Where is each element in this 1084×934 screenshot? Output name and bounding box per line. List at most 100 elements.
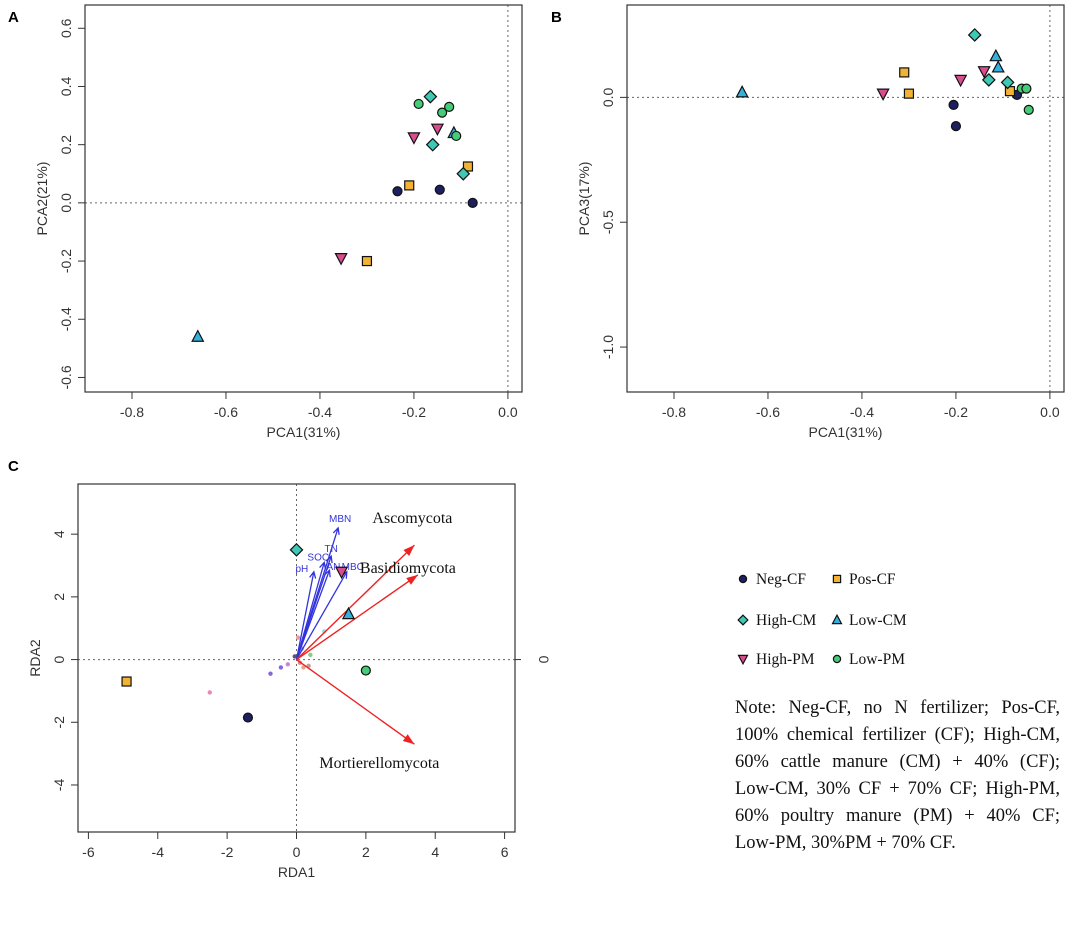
panel-label: A: [8, 9, 19, 26]
legend-label: High-PM: [756, 651, 815, 668]
y-tick-label: -0.4: [58, 307, 74, 331]
y-tick-label: 0.6: [58, 18, 74, 38]
point-neg-cf: [392, 186, 403, 197]
point-low-cm: [735, 85, 749, 98]
point-high-pm: [953, 74, 968, 88]
y-tick-label: -0.5: [600, 210, 616, 234]
point-neg-cf: [467, 197, 478, 208]
point-low-pm: [1023, 104, 1034, 115]
point-low-pm: [451, 130, 462, 142]
y-tick-label: -1.0: [600, 335, 616, 359]
point-low-cm: [341, 606, 356, 620]
env-vector-an: [295, 569, 331, 660]
point-pos-cf: [903, 88, 915, 99]
taxa-vector-head: [402, 734, 415, 745]
legend-label: Neg-CF: [756, 571, 806, 588]
env-vector-head: [319, 560, 327, 570]
taxa-vector-label: Ascomycota: [372, 510, 452, 527]
plot-frame: [84, 4, 523, 393]
env-vector-label: TN: [325, 544, 338, 555]
env-vector-head: [309, 570, 317, 579]
point-pos-cf: [121, 676, 132, 687]
figure-note: Note: Neg-CF, no N fertilizer; Pos-CF, 1…: [735, 698, 1060, 853]
point-high-pm: [407, 132, 421, 145]
x-tick-label: 0.0: [498, 404, 518, 420]
minor-point: [301, 665, 306, 670]
y-tick-label: 0.2: [58, 135, 74, 155]
point-high-pm: [977, 66, 991, 79]
point-neg-cf: [434, 184, 445, 195]
x-tick-label: -0.6: [214, 404, 238, 420]
point-high-cm: [289, 542, 304, 557]
point-neg-cf: [950, 120, 962, 132]
taxa-vector-mortierellomycota: [296, 658, 415, 745]
point-low-pm: [413, 98, 424, 110]
legend-label: Low-PM: [849, 651, 905, 668]
env-vector-head: [325, 554, 333, 564]
y-tick-label: -2: [51, 716, 67, 729]
x-tick-label: 2: [362, 844, 370, 860]
point-high-pm: [334, 253, 348, 266]
y-tick-label: 0.4: [58, 77, 74, 97]
y-tick-label: 0: [51, 655, 67, 663]
x-tick-label: 4: [431, 844, 439, 860]
legend-label: Low-CM: [849, 612, 907, 629]
panel-label: B: [551, 9, 562, 26]
x-tick-label: -2: [221, 844, 234, 860]
point-pos-cf: [899, 67, 910, 78]
minor-point: [278, 665, 284, 670]
point-low-pm: [444, 101, 455, 112]
point-high-cm: [967, 28, 982, 42]
point-low-cm: [989, 48, 1003, 62]
y-axis-title: PCA2(21%): [34, 162, 50, 236]
legend-marker-high-cm: [737, 614, 749, 626]
point-high-cm: [981, 72, 996, 87]
x-tick-label: -4: [152, 844, 165, 860]
x-axis-title: RDA1: [278, 864, 316, 880]
point-pos-cf: [361, 255, 373, 267]
point-low-cm: [991, 60, 1005, 73]
point-high-pm: [430, 123, 445, 137]
minor-point: [285, 662, 291, 667]
x-tick-label: 6: [501, 844, 509, 860]
y-tick-label: 0.0: [58, 193, 74, 213]
y-tick-label: -4: [51, 779, 67, 792]
point-high-cm: [423, 89, 438, 104]
point-low-cm: [191, 329, 205, 342]
minor-point: [207, 690, 212, 695]
point-pos-cf: [462, 161, 474, 172]
x-tick-label: -0.8: [662, 404, 686, 420]
point-high-cm: [456, 166, 471, 181]
x-axis-title: PCA1(31%): [267, 424, 341, 440]
minor-point: [296, 635, 301, 640]
y-tick-label: 4: [51, 530, 67, 538]
point-low-pm: [437, 107, 448, 118]
legend-marker-pos-cf: [832, 574, 842, 584]
y-tick-label: 0.0: [600, 87, 616, 107]
env-vector-head: [323, 568, 331, 578]
legend: Neg-CF Pos-CF High-CM Low-CM High-PM Low-PM: [737, 571, 907, 668]
env-vector-ph: [295, 571, 315, 660]
taxa-vector-label: Mortierellomycota: [319, 755, 439, 772]
point-low-pm: [1021, 83, 1032, 94]
legend-marker-neg-cf: [738, 574, 748, 584]
x-tick-label: -0.6: [756, 404, 780, 420]
x-tick-label: -6: [82, 844, 95, 860]
x-tick-label: 0: [293, 844, 301, 860]
point-neg-cf: [242, 712, 254, 723]
x-tick-label: -0.4: [308, 404, 332, 420]
legend-label: Pos-CF: [849, 571, 896, 588]
y-tick-label: -0.6: [58, 365, 74, 389]
plot-frame: [626, 4, 1065, 393]
x-tick-label: -0.8: [120, 404, 144, 420]
minor-point: [268, 671, 273, 676]
panel-label: C: [8, 458, 19, 475]
env-vector-label: SOC: [307, 552, 329, 563]
panel-b: B -0.8 -0.6 -0.4 -0.2 0.0 -1.0 -0.5 0.0 PCA1(31%)…: [551, 4, 1065, 440]
legend-marker-low-cm: [831, 613, 843, 625]
panel-a: A -0.8 -0.6 -0.4 -0.2 0.0 -0.6 -0.4 -0.2 0.0 0.2 0.…: [8, 4, 523, 440]
legend-label: High-CM: [756, 612, 817, 629]
point-high-cm: [1000, 75, 1015, 90]
